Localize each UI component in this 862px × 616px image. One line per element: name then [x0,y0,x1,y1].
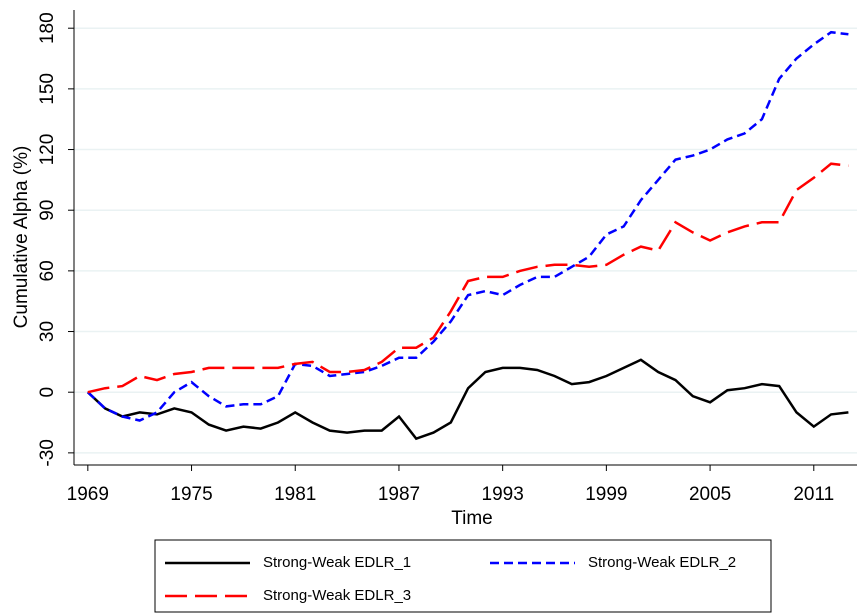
y-tick-label: 120 [37,134,58,166]
series-line [86,30,849,422]
y-tick-label: 60 [37,260,58,281]
y-tick-label: 0 [37,387,58,398]
series-line [86,358,849,441]
y-tick-label: 180 [37,12,58,44]
x-tick-label: 1987 [378,484,420,505]
x-tick-label: 1999 [585,484,627,505]
legend-label: Strong-Weak EDLR_1 [263,554,411,571]
x-tick-label: 1981 [274,484,316,505]
legend-box [154,539,772,613]
x-tick-label: 2011 [793,484,834,505]
x-tick-label: 2005 [689,484,731,505]
y-tick-label: -30 [37,439,58,466]
legend-label: Strong-Weak EDLR_2 [588,554,736,571]
x-tick-label: 1975 [170,484,212,505]
y-axis-title: Cumulative Alpha (%) [11,146,32,329]
legend-label: Strong-Weak EDLR_3 [263,587,411,604]
y-tick-label: 90 [37,200,58,221]
x-tick-label: 1969 [67,484,109,505]
x-axis-title: Time [451,508,493,529]
y-tick-label: 30 [37,321,58,342]
y-tick-label: 150 [37,73,58,105]
x-tick-label: 1993 [482,484,524,505]
series-line [87,162,849,394]
